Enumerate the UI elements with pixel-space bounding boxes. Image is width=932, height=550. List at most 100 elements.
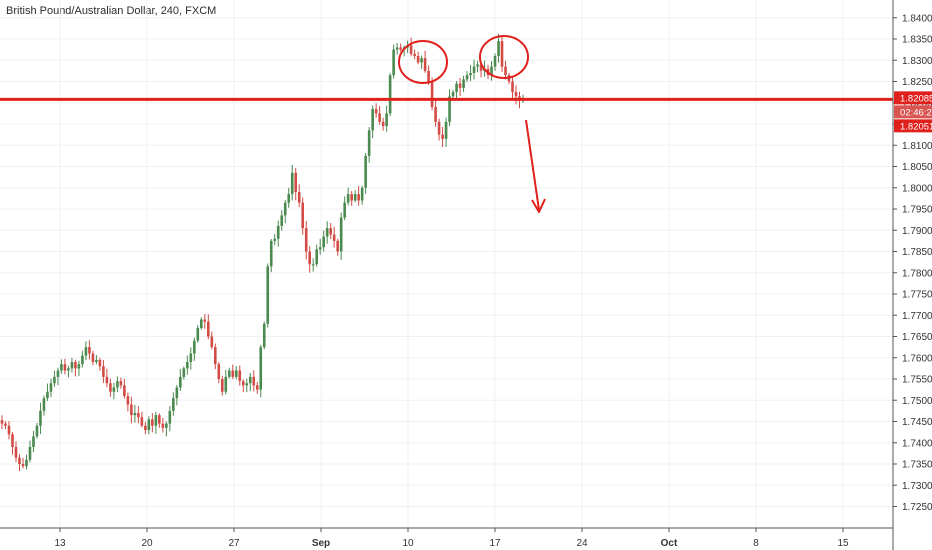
candle-body (444, 121, 448, 139)
candle (112, 382, 116, 400)
top-one-circle[interactable] (398, 40, 448, 84)
top-two-circle[interactable] (479, 35, 529, 79)
candle-body (276, 226, 280, 239)
y-tick-label: 1.77000 (902, 311, 932, 322)
candle (385, 105, 388, 132)
x-tick-label: 17 (489, 538, 501, 549)
candle-body (416, 56, 420, 63)
candle-body (196, 328, 200, 341)
y-tick-label: 1.84500 (902, 0, 932, 3)
candle (4, 421, 7, 430)
candle-body (409, 45, 413, 54)
candle-body (318, 247, 322, 250)
y-tick-label: 1.75500 (902, 375, 932, 386)
candle (84, 341, 88, 361)
candle (255, 381, 259, 394)
candle-body (336, 240, 339, 252)
candle (98, 357, 102, 371)
countdown-label-box (894, 105, 932, 119)
candle-body (374, 109, 378, 114)
candle (144, 421, 147, 435)
candle-body (325, 228, 329, 237)
y-tick-label: 1.75000 (902, 396, 932, 407)
candle-body (161, 423, 165, 428)
candle-body (238, 370, 242, 382)
candle-body (130, 404, 133, 416)
candle (367, 127, 371, 163)
candle (126, 392, 130, 412)
candle (21, 457, 25, 469)
candle (511, 77, 514, 101)
candle (311, 258, 315, 272)
candle-body (311, 264, 315, 266)
candle-body (357, 194, 360, 201)
candle (469, 65, 472, 82)
candle-body (126, 396, 130, 405)
candle-body (60, 364, 63, 371)
candle-body (451, 92, 455, 97)
y-tick-label: 1.80500 (902, 162, 932, 173)
time-axis: 13 20 27 Sep 10 17 24 Oct 8 15 (54, 528, 849, 549)
x-tick-label: 20 (141, 538, 153, 549)
candle-body (241, 381, 245, 386)
candle-body (458, 83, 462, 88)
candle-body (427, 70, 430, 82)
candle (325, 221, 329, 244)
candle-body (280, 215, 284, 226)
y-tick-label: 1.76500 (902, 332, 932, 343)
candle (77, 360, 81, 377)
candle-body (84, 347, 88, 356)
candle (455, 81, 458, 99)
x-tick-label: 15 (837, 538, 849, 549)
candle-body (49, 383, 53, 392)
y-tick-label: 1.74500 (902, 417, 932, 428)
candle-body (399, 47, 402, 50)
candle-body (448, 96, 451, 122)
candle-body (220, 379, 224, 392)
candle-body (388, 75, 392, 114)
candle-body (39, 410, 42, 426)
candle-body (350, 194, 353, 201)
candle-body (245, 383, 249, 386)
candle (207, 314, 210, 340)
candle (392, 44, 395, 79)
candle (388, 72, 392, 117)
bid-price-label: 1.82051 (900, 121, 932, 132)
candle (357, 185, 360, 206)
candle-body (74, 362, 77, 369)
candle (105, 368, 109, 388)
candle (67, 365, 70, 378)
candle (490, 61, 493, 81)
candle (500, 35, 504, 72)
candle (360, 185, 364, 205)
candle (294, 168, 298, 201)
candle-body (102, 366, 105, 377)
down-arrow-shaft[interactable] (525, 119, 540, 211)
candle-body (514, 92, 518, 97)
bid-price-label-box (894, 119, 932, 133)
y-tick-label: 1.78500 (902, 247, 932, 258)
candle-body (385, 113, 388, 127)
candle-body (81, 355, 84, 365)
candle-body (255, 385, 259, 390)
candle-body (21, 464, 25, 467)
candle (448, 89, 451, 127)
candle-body (67, 368, 70, 371)
candle-body (77, 364, 81, 369)
candle-body (441, 134, 444, 139)
candle (336, 238, 339, 256)
candle-body (269, 240, 273, 267)
candle (35, 422, 39, 439)
candle (18, 453, 21, 472)
candle (287, 187, 291, 208)
candle (161, 417, 165, 433)
candle (378, 106, 381, 125)
candle-body (63, 364, 67, 371)
down-arrow-head[interactable] (531, 198, 546, 213)
candle (63, 358, 67, 375)
candle (220, 375, 224, 396)
candle (234, 366, 238, 380)
candlestick-series (0, 33, 525, 472)
candle-body (147, 419, 151, 430)
